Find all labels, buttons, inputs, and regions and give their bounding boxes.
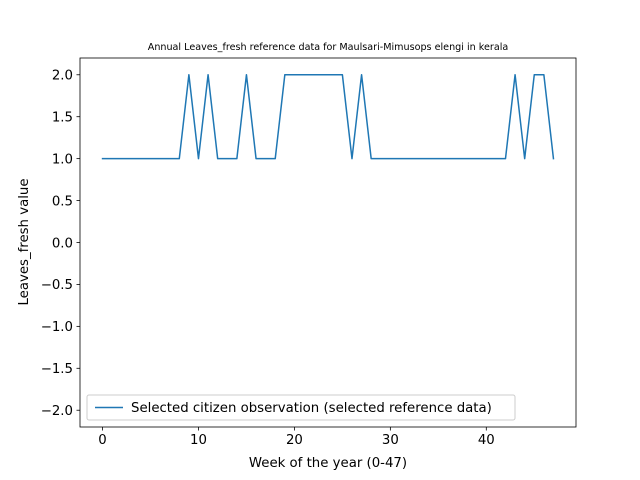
legend-box bbox=[86, 394, 516, 421]
y-tick-label: −0.5 bbox=[41, 278, 73, 293]
y-tick-label: −2.0 bbox=[41, 404, 73, 419]
y-tick-label: 2.0 bbox=[52, 69, 73, 84]
y-axis-ticks: −2.0 −1.5 −1.0 −0.5 0.0 0.5 1.0 1.5 2.0 bbox=[41, 69, 80, 419]
legend-entry-label: Selected citizen observation (selected r… bbox=[131, 401, 492, 416]
x-tick-label: 10 bbox=[190, 433, 207, 448]
chart-title: Annual Leaves_fresh reference data for M… bbox=[148, 42, 509, 53]
y-tick-label: 1.5 bbox=[52, 111, 73, 126]
legend: Selected citizen observation (selected r… bbox=[86, 394, 516, 421]
x-axis-label: Week of the year (0-47) bbox=[249, 456, 407, 471]
x-tick-label: 0 bbox=[98, 433, 106, 448]
y-tick-label: −1.0 bbox=[41, 320, 73, 335]
x-axis-ticks: 0 10 20 30 40 bbox=[98, 427, 495, 448]
x-tick-label: 40 bbox=[478, 433, 495, 448]
y-tick-label: −1.5 bbox=[41, 362, 73, 377]
y-tick-label: 1.0 bbox=[52, 152, 73, 167]
y-axis-label: Leaves_fresh value bbox=[17, 178, 32, 305]
x-tick-label: 20 bbox=[286, 433, 303, 448]
series-line-0 bbox=[101, 74, 555, 160]
y-tick-label: 0.0 bbox=[52, 236, 73, 251]
x-tick-label: 30 bbox=[382, 433, 399, 448]
y-tick-label: 0.5 bbox=[52, 194, 73, 209]
